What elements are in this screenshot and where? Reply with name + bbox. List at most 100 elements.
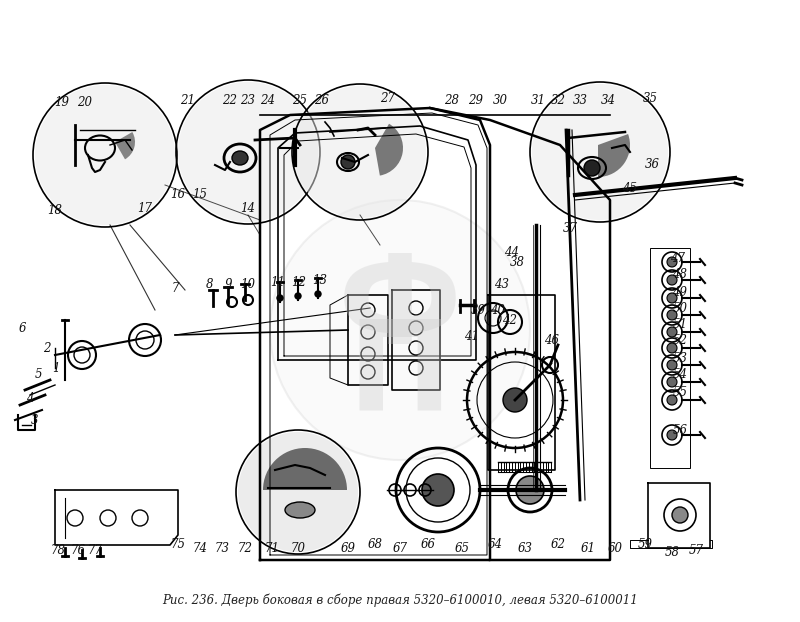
Text: 67: 67 <box>393 542 407 554</box>
Circle shape <box>667 257 677 267</box>
Text: 19: 19 <box>54 96 70 108</box>
Text: 42: 42 <box>502 313 518 327</box>
Text: 30: 30 <box>493 93 507 106</box>
Text: 23: 23 <box>241 93 255 106</box>
Wedge shape <box>263 448 347 490</box>
Circle shape <box>672 507 688 523</box>
Text: 50: 50 <box>673 302 687 315</box>
Text: 15: 15 <box>193 188 207 202</box>
Text: 61: 61 <box>581 542 595 554</box>
Circle shape <box>667 310 677 320</box>
Wedge shape <box>115 132 135 159</box>
Text: 44: 44 <box>505 246 519 259</box>
Circle shape <box>35 85 175 225</box>
Text: 48: 48 <box>673 269 687 282</box>
Circle shape <box>503 388 527 412</box>
Text: 41: 41 <box>465 330 479 343</box>
Text: 58: 58 <box>665 545 679 559</box>
Text: 6: 6 <box>18 322 26 335</box>
Text: 73: 73 <box>214 542 230 554</box>
Text: Ф: Ф <box>338 249 462 371</box>
Circle shape <box>238 432 358 552</box>
Text: 4: 4 <box>26 391 34 404</box>
Text: 35: 35 <box>642 91 658 104</box>
Text: 78: 78 <box>50 544 66 557</box>
Text: 21: 21 <box>181 93 195 106</box>
Text: 63: 63 <box>518 542 533 554</box>
Text: 65: 65 <box>454 542 470 554</box>
Circle shape <box>277 295 283 301</box>
Text: 12: 12 <box>291 277 306 289</box>
Text: 46: 46 <box>545 333 559 346</box>
Text: 55: 55 <box>673 386 687 399</box>
Text: 2: 2 <box>43 341 50 355</box>
Circle shape <box>516 476 544 504</box>
Text: 38: 38 <box>510 256 525 269</box>
Text: 8: 8 <box>206 279 214 292</box>
Text: 57: 57 <box>689 544 703 557</box>
Circle shape <box>667 360 677 370</box>
Text: 1: 1 <box>52 361 60 374</box>
Text: 20: 20 <box>78 96 93 108</box>
Circle shape <box>341 155 355 169</box>
Text: 28: 28 <box>445 93 459 106</box>
Text: 3: 3 <box>31 414 38 427</box>
Circle shape <box>532 84 668 220</box>
Circle shape <box>178 82 318 222</box>
Text: 53: 53 <box>673 351 687 364</box>
Text: 54: 54 <box>673 368 687 381</box>
Text: 70: 70 <box>290 542 306 554</box>
Text: 56: 56 <box>673 424 687 437</box>
Text: 14: 14 <box>241 202 255 215</box>
Text: 31: 31 <box>530 93 546 106</box>
Text: 33: 33 <box>573 93 587 106</box>
Circle shape <box>667 377 677 387</box>
Text: 29: 29 <box>469 93 483 106</box>
Text: П: П <box>348 315 452 435</box>
Text: 74: 74 <box>193 542 207 554</box>
Text: 71: 71 <box>265 542 279 554</box>
Text: 16: 16 <box>170 188 186 202</box>
Bar <box>650 248 690 468</box>
Circle shape <box>667 395 677 405</box>
Ellipse shape <box>285 502 315 518</box>
Circle shape <box>667 327 677 337</box>
Text: 72: 72 <box>238 542 253 554</box>
Text: 24: 24 <box>261 93 275 106</box>
Text: Рис. 236. Дверь боковая в сборе правая 5320–6100010, левая 5320–6100011: Рис. 236. Дверь боковая в сборе правая 5… <box>162 593 638 606</box>
Text: 77: 77 <box>87 544 102 557</box>
Text: 66: 66 <box>421 539 435 552</box>
Circle shape <box>270 200 530 460</box>
Text: 47: 47 <box>670 251 686 264</box>
Text: 68: 68 <box>367 539 382 552</box>
Wedge shape <box>598 134 630 177</box>
Text: 40: 40 <box>490 304 506 317</box>
Circle shape <box>667 293 677 303</box>
Text: 7: 7 <box>171 282 178 294</box>
Text: 60: 60 <box>607 542 622 554</box>
Circle shape <box>422 474 454 506</box>
Text: 17: 17 <box>138 202 153 215</box>
Text: 34: 34 <box>601 93 615 106</box>
Text: 27: 27 <box>381 91 395 104</box>
Wedge shape <box>375 124 403 175</box>
Text: 75: 75 <box>170 539 186 552</box>
Text: 52: 52 <box>673 333 687 346</box>
Circle shape <box>584 160 600 176</box>
Text: 10: 10 <box>241 279 255 292</box>
Ellipse shape <box>232 151 248 165</box>
Text: 32: 32 <box>550 93 566 106</box>
Text: 13: 13 <box>313 274 327 287</box>
Text: 76: 76 <box>70 544 86 557</box>
Text: 59: 59 <box>638 539 653 552</box>
Text: 39: 39 <box>470 304 486 317</box>
Text: 9: 9 <box>224 279 232 292</box>
Circle shape <box>667 275 677 285</box>
Text: 51: 51 <box>673 318 687 332</box>
Text: 18: 18 <box>47 203 62 216</box>
Text: 11: 11 <box>270 277 286 289</box>
Circle shape <box>294 86 426 218</box>
Text: 26: 26 <box>314 93 330 106</box>
Text: 36: 36 <box>645 159 659 172</box>
Text: 49: 49 <box>673 285 687 299</box>
